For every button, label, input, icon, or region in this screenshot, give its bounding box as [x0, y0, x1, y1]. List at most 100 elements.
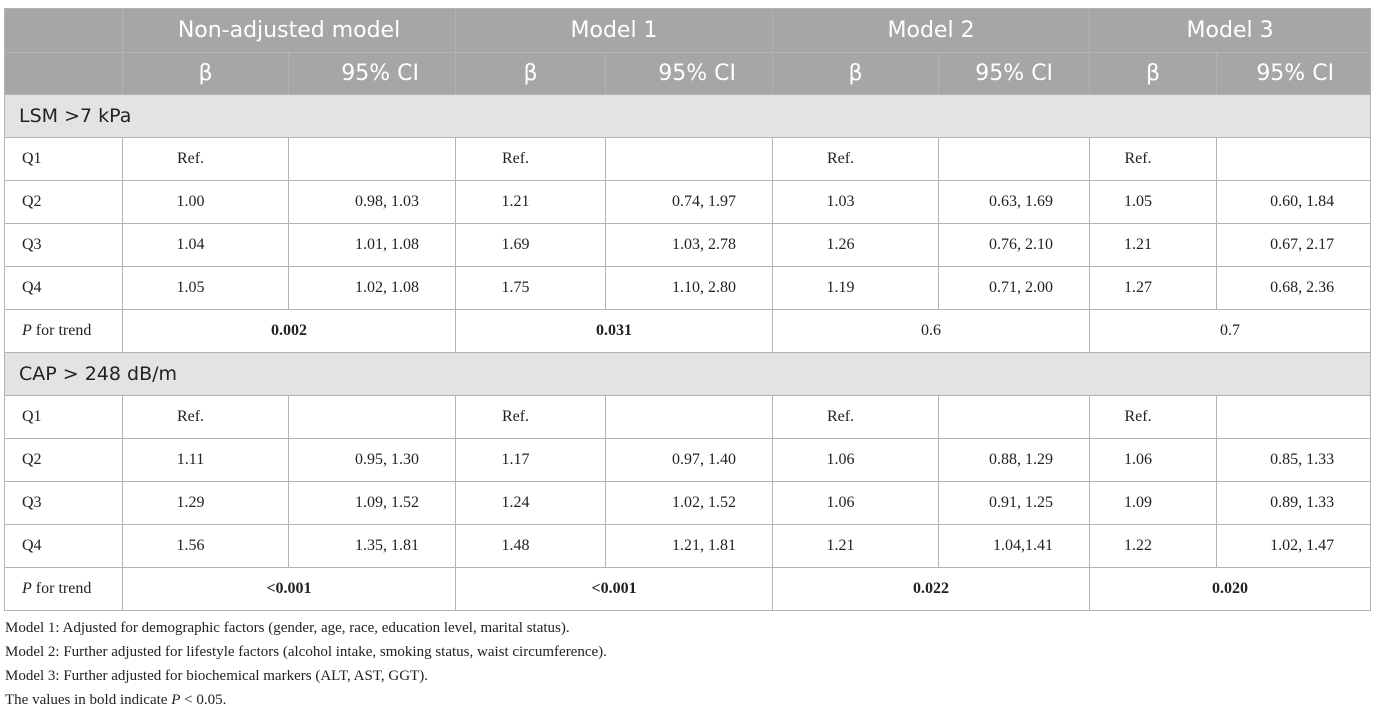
- beta-cell: Ref.: [1089, 395, 1218, 439]
- corner-cell: [4, 8, 123, 53]
- ci-cell: [287, 137, 457, 181]
- beta-cell: 1.05: [1089, 180, 1218, 224]
- ci-cell: 0.67, 2.17: [1216, 223, 1372, 267]
- model-header: Model 2: [772, 8, 1091, 53]
- trend-value: 0.7: [1089, 309, 1372, 353]
- trend-value: <0.001: [121, 567, 457, 611]
- ci-cell: 0.60, 1.84: [1216, 180, 1372, 224]
- beta-cell: 1.24: [455, 481, 607, 525]
- trend-label-rest: for trend: [31, 580, 92, 597]
- results-table: Non-adjusted model Model 1 Model 2 Model…: [3, 8, 1372, 611]
- section-title: LSM >7 kPa: [3, 94, 1372, 138]
- beta-cell: 1.21: [1089, 223, 1218, 267]
- beta-cell: 1.69: [455, 223, 607, 267]
- table-row: Q4 1.56 1.35, 1.81 1.48 1.21, 1.81 1.21 1.04,1…: [4, 524, 1372, 568]
- table-row: Q2 1.11 0.95, 1.30 1.17 0.97, 1.40 1.06 0.88, …: [4, 438, 1372, 482]
- quartile-label: Q1: [4, 395, 123, 439]
- ci-cell: 1.10, 2.80: [605, 266, 774, 310]
- ci-header: 95% CI: [1216, 52, 1372, 95]
- beta-cell: 1.26: [772, 223, 940, 267]
- quartile-label: Q2: [4, 438, 123, 482]
- ci-cell: 0.74, 1.97: [605, 180, 774, 224]
- ci-cell: [938, 395, 1091, 439]
- beta-header: β: [1089, 52, 1218, 95]
- ci-cell: 0.85, 1.33: [1216, 438, 1372, 482]
- ci-cell: [1216, 395, 1372, 439]
- trend-value: 0.002: [121, 309, 457, 353]
- ci-cell: 0.91, 1.25: [938, 481, 1091, 525]
- quartile-label: Q4: [4, 266, 123, 310]
- quartile-label: Q1: [4, 137, 123, 181]
- beta-cell: 1.04: [122, 223, 289, 267]
- model-header: Non-adjusted model: [121, 8, 457, 53]
- ci-cell: 1.02, 1.47: [1216, 524, 1372, 568]
- table-row: Q4 1.05 1.02, 1.08 1.75 1.10, 2.80 1.19 0.71, …: [4, 266, 1372, 310]
- beta-cell: 1.05: [122, 266, 289, 310]
- ci-cell: [605, 395, 774, 439]
- beta-cell: 1.06: [772, 438, 940, 482]
- ci-header: 95% CI: [605, 52, 774, 95]
- section-title: CAP > 248 dB/m: [3, 352, 1372, 396]
- ci-cell: 0.98, 1.03: [287, 180, 457, 224]
- trend-value: 0.031: [455, 309, 774, 353]
- beta-cell: 1.00: [122, 180, 289, 224]
- ci-header: 95% CI: [938, 52, 1091, 95]
- beta-cell: 1.09: [1089, 481, 1218, 525]
- note-model2: Model 2: Further adjusted for lifestyle …: [5, 644, 607, 660]
- beta-cell: 1.03: [772, 180, 940, 224]
- note-bold-suffix: < 0.05.: [180, 692, 227, 708]
- note-bold-prefix: The values in bold indicate: [5, 692, 172, 708]
- trend-label: P for trend: [4, 567, 123, 611]
- beta-cell: Ref.: [455, 137, 607, 181]
- ci-cell: 0.63, 1.69: [938, 180, 1091, 224]
- table-row: Q2 1.00 0.98, 1.03 1.21 0.74, 1.97 1.03 0.63, …: [4, 180, 1372, 224]
- trend-label: P for trend: [4, 309, 123, 353]
- ci-cell: 1.02, 1.08: [287, 266, 457, 310]
- beta-cell: 1.11: [122, 438, 289, 482]
- table-row: Q1 Ref. Ref. Ref. Ref.: [4, 395, 1372, 439]
- model-header-row: Non-adjusted model Model 1 Model 2 Model…: [4, 8, 1372, 53]
- trend-value: 0.020: [1089, 567, 1372, 611]
- ci-header: 95% CI: [287, 52, 457, 95]
- note-bold-p: P: [171, 692, 181, 708]
- beta-header: β: [772, 52, 940, 95]
- trend-value: 0.6: [772, 309, 1091, 353]
- subheader-row: β 95% CI β 95% CI β 95% CI β 95% CI: [4, 52, 1372, 95]
- table-body: LSM >7 kPa Q1 Ref. Ref. Ref. Ref. Q2 1.00 0.98, …: [3, 94, 1372, 611]
- section-header-row: LSM >7 kPa: [3, 94, 1372, 138]
- quartile-label: Q2: [4, 180, 123, 224]
- ci-cell: 1.02, 1.52: [605, 481, 774, 525]
- beta-header: β: [455, 52, 607, 95]
- table-row: Q3 1.04 1.01, 1.08 1.69 1.03, 2.78 1.26 0.76, …: [4, 223, 1372, 267]
- beta-cell: Ref.: [122, 137, 289, 181]
- trend-label-p: P: [22, 322, 32, 339]
- beta-cell: 1.06: [772, 481, 940, 525]
- beta-cell: Ref.: [1089, 137, 1218, 181]
- beta-cell: 1.17: [455, 438, 607, 482]
- beta-cell: 1.29: [122, 481, 289, 525]
- trend-row: P for trend 0.002 0.031 0.6 0.7: [4, 309, 1372, 353]
- trend-value: <0.001: [455, 567, 774, 611]
- ci-cell: 0.97, 1.40: [605, 438, 774, 482]
- note-model3: Model 3: Further adjusted for biochemica…: [5, 668, 428, 684]
- trend-label-p: P: [22, 580, 32, 597]
- beta-cell: 1.27: [1089, 266, 1218, 310]
- table-row: Q3 1.29 1.09, 1.52 1.24 1.02, 1.52 1.06 0.91, …: [4, 481, 1372, 525]
- ci-cell: [287, 395, 457, 439]
- model-header: Model 3: [1089, 8, 1372, 53]
- ci-cell: [938, 137, 1091, 181]
- beta-cell: Ref.: [122, 395, 289, 439]
- trend-label-rest: for trend: [31, 322, 92, 339]
- ci-cell: 1.01, 1.08: [287, 223, 457, 267]
- ci-cell: 0.76, 2.10: [938, 223, 1091, 267]
- beta-cell: Ref.: [455, 395, 607, 439]
- beta-header: β: [122, 52, 289, 95]
- table-row: Q1 Ref. Ref. Ref. Ref.: [4, 137, 1372, 181]
- ci-cell: 1.09, 1.52: [287, 481, 457, 525]
- beta-cell: Ref.: [772, 395, 940, 439]
- trend-row: P for trend <0.001 <0.001 0.022 0.020: [4, 567, 1372, 611]
- ci-cell: 0.88, 1.29: [938, 438, 1091, 482]
- quartile-label: Q4: [4, 524, 123, 568]
- ci-cell: 0.95, 1.30: [287, 438, 457, 482]
- quartile-label: Q3: [4, 481, 123, 525]
